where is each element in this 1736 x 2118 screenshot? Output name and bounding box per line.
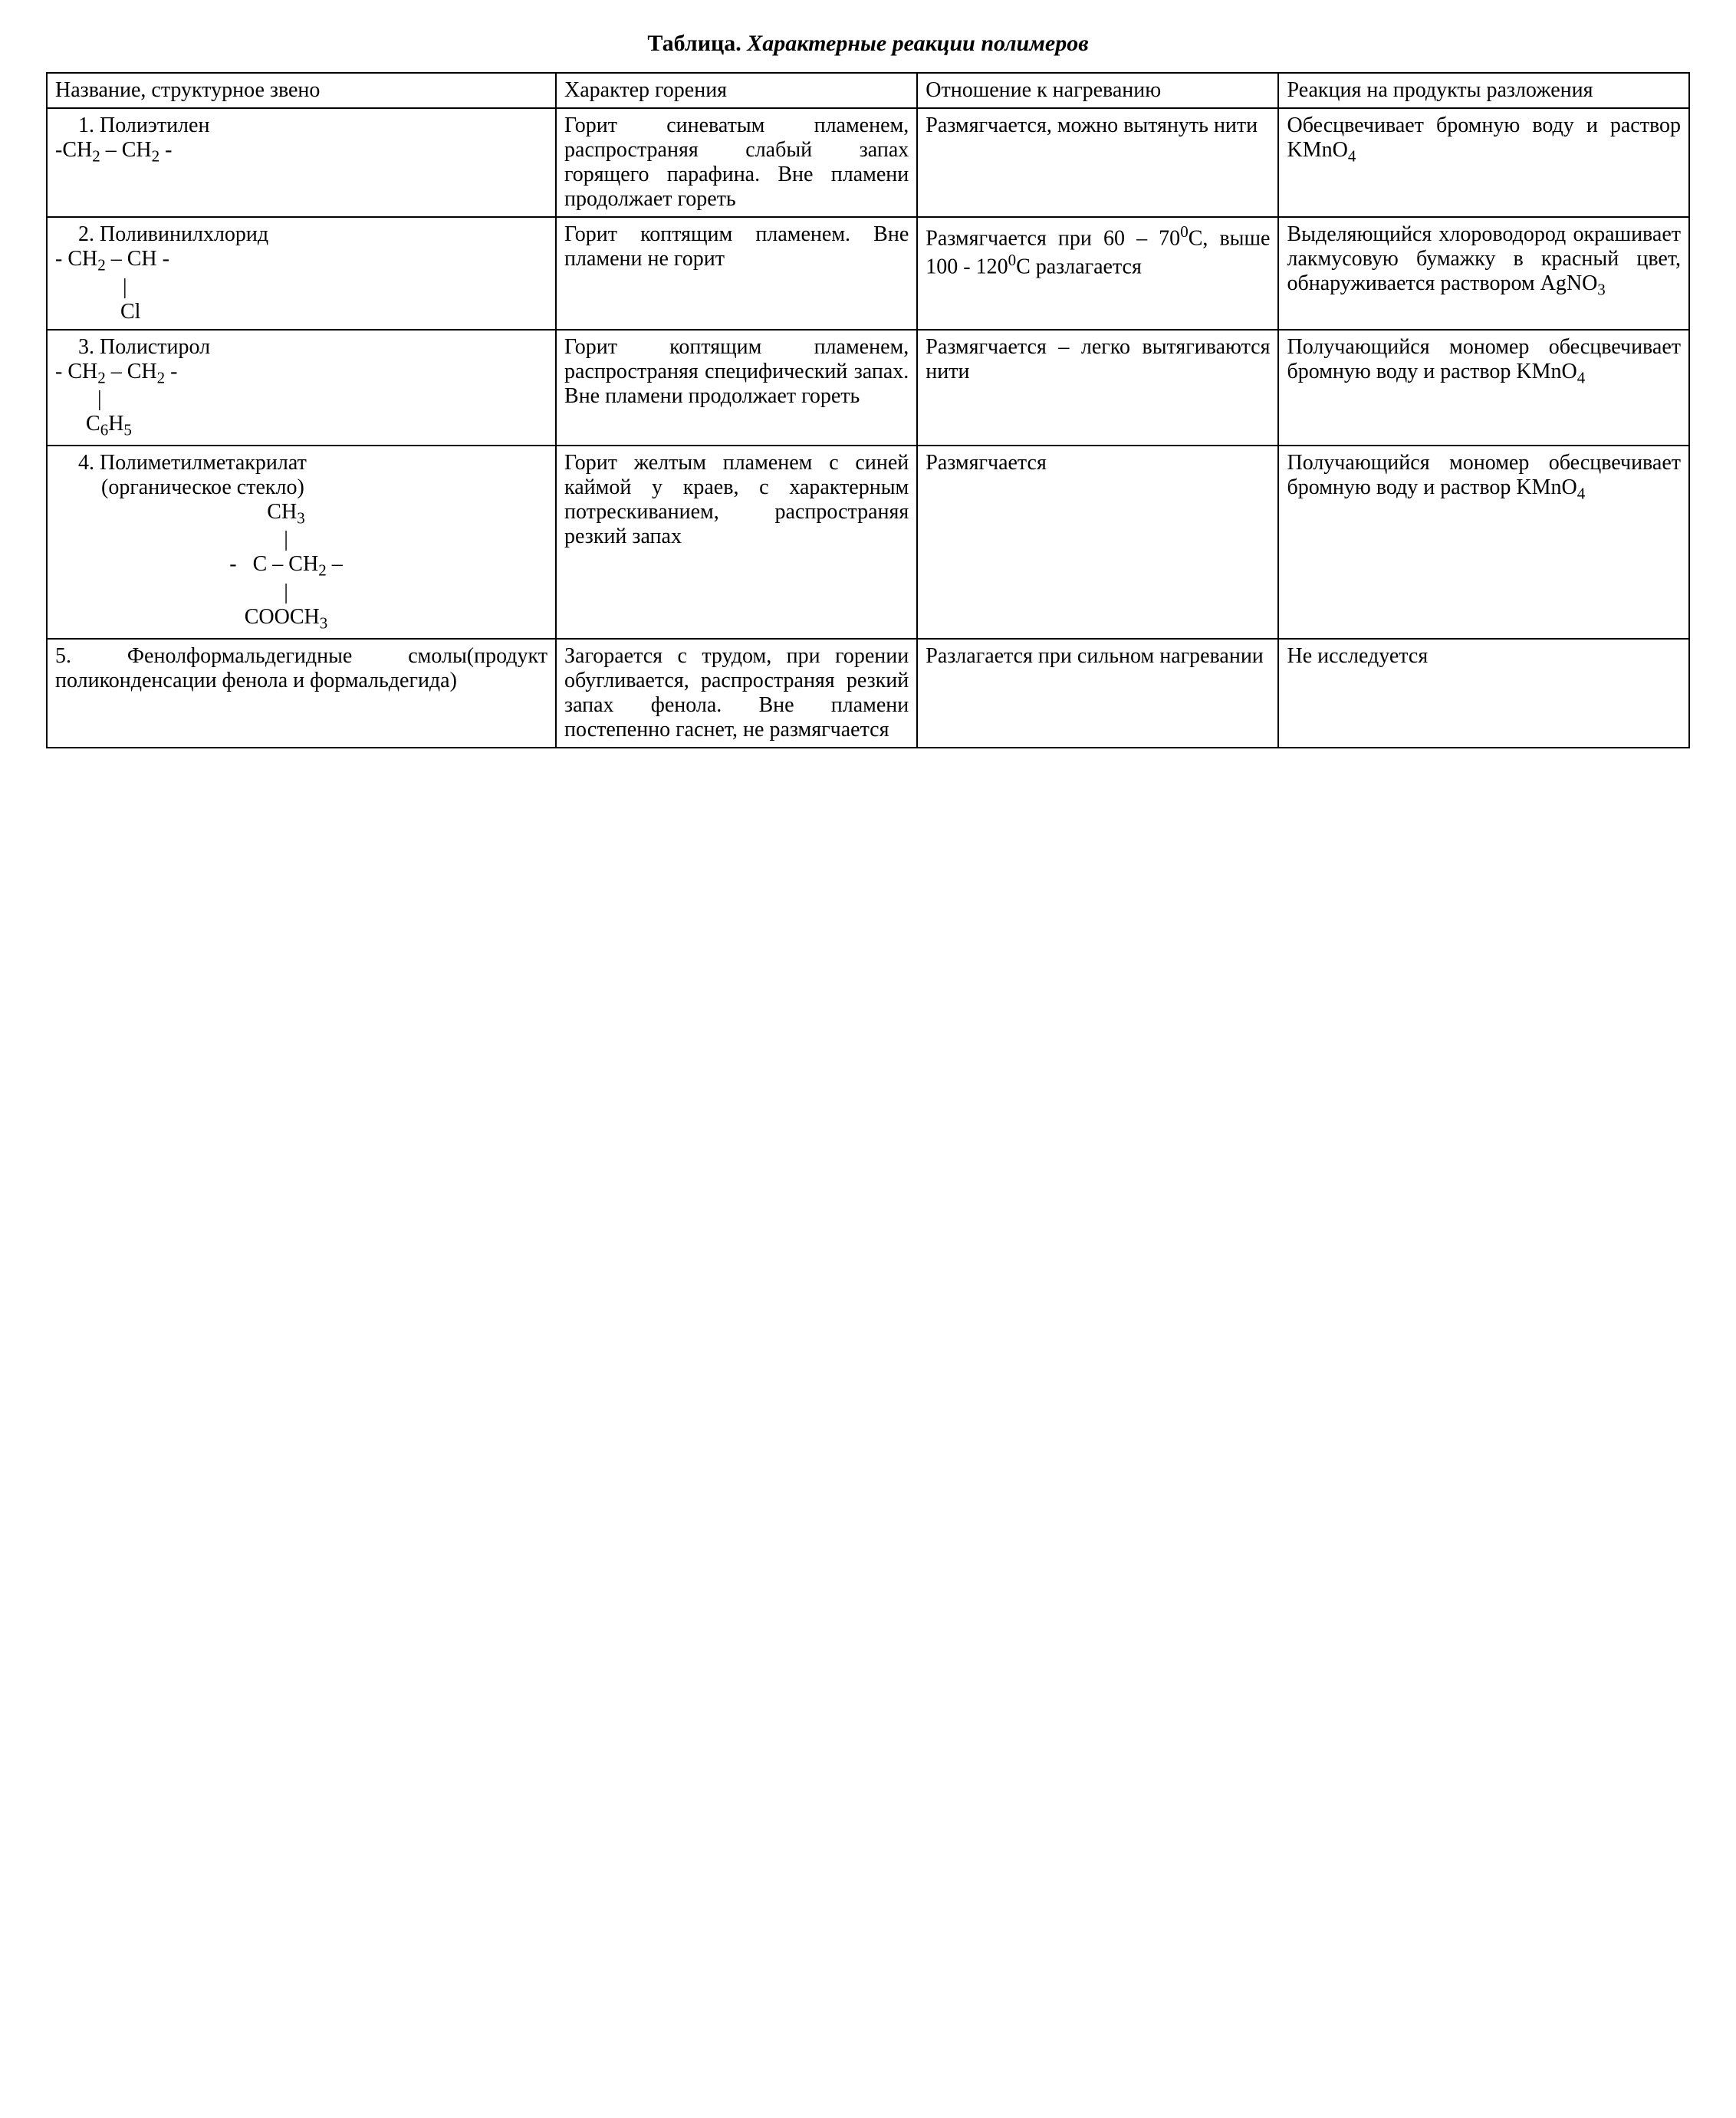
cell-heating: Размягчается – легко вытягиваются нити — [917, 330, 1278, 446]
table-header-row: Название, структурное звено Характер гор… — [47, 73, 1689, 108]
cell-name: 2. Поливинилхлорид - CH2 – CH -|Cl — [47, 217, 556, 330]
table-row: 3. Полистирол - CH2 – CH2 -|C6H5 Горит к… — [47, 330, 1689, 446]
table-row: 2. Поливинилхлорид - CH2 – CH -|Cl Горит… — [47, 217, 1689, 330]
polymer-name: 4. Полиметилметакрилат — [78, 451, 547, 475]
cell-name: 4. Полиметилметакрилат (органическое сте… — [47, 446, 556, 639]
polymer-name: 3. Полистирол — [78, 335, 547, 360]
header-reaction: Реакция на продукты разложения — [1278, 73, 1689, 108]
table-row: 1. Полиэтилен -CH2 – CH2 - Горит синеват… — [47, 108, 1689, 217]
cell-reaction: Получающийся мономер обесцвечивает бромн… — [1278, 330, 1689, 446]
header-name: Название, структурное звено — [47, 73, 556, 108]
polymer-structure: - CH2 – CH2 -|C6H5 — [55, 360, 547, 440]
cell-burning: Горит синеватым пламенем, распространяя … — [556, 108, 917, 217]
title-italic: Характерные реакции полимеров — [747, 31, 1088, 56]
polymer-reactions-table: Название, структурное звено Характер гор… — [46, 72, 1690, 748]
cell-heating: Размягчается — [917, 446, 1278, 639]
table-row: 5. Фенолформальдегидные смолы(продукт по… — [47, 639, 1689, 748]
cell-reaction: Не исследуется — [1278, 639, 1689, 748]
cell-burning: Горит желтым пламенем с синей каймой у к… — [556, 446, 917, 639]
cell-heating: Разлагается при сильном нагревании — [917, 639, 1278, 748]
table-title: Таблица. Характерные реакции полимеров — [46, 31, 1690, 57]
cell-burning: Загорается с трудом, при горении обуглив… — [556, 639, 917, 748]
table-row: 4. Полиметилметакрилат (органическое сте… — [47, 446, 1689, 639]
cell-burning: Горит коптящим пламенем, распространяя с… — [556, 330, 917, 446]
polymer-name: 5. Фенолформальдегидные смолы(продукт по… — [55, 644, 547, 693]
cell-name: 1. Полиэтилен -CH2 – CH2 - — [47, 108, 556, 217]
cell-reaction: Выделяющийся хлороводород окрашивает лак… — [1278, 217, 1689, 330]
cell-reaction: Обесцвечивает бромную воду и раствор KMn… — [1278, 108, 1689, 217]
title-plain: Таблица. — [647, 31, 747, 56]
cell-name: 5. Фенолформальдегидные смолы(продукт по… — [47, 639, 556, 748]
polymer-name: 1. Полиэтилен — [78, 113, 547, 138]
polymer-structure: - CH2 – CH -|Cl — [55, 247, 547, 324]
header-burning: Характер горения — [556, 73, 917, 108]
cell-heating: Размягчается при 60 – 700С, выше 100 - 1… — [917, 217, 1278, 330]
cell-heating: Размягчается, можно вытянуть нити — [917, 108, 1278, 217]
polymer-name: 2. Поливинилхлорид — [78, 222, 547, 247]
cell-name: 3. Полистирол - CH2 – CH2 -|C6H5 — [47, 330, 556, 446]
header-heating: Отношение к нагреванию — [917, 73, 1278, 108]
polymer-structure: -CH2 – CH2 - — [55, 138, 547, 166]
cell-burning: Горит коптящим пламенем. Вне пламени не … — [556, 217, 917, 330]
polymer-name-sub: (органическое стекло) — [101, 475, 547, 500]
cell-reaction: Получающийся мономер обесцвечивает бромн… — [1278, 446, 1689, 639]
polymer-structure: CH3|- C – CH2 –|COOCH3 — [55, 500, 547, 633]
